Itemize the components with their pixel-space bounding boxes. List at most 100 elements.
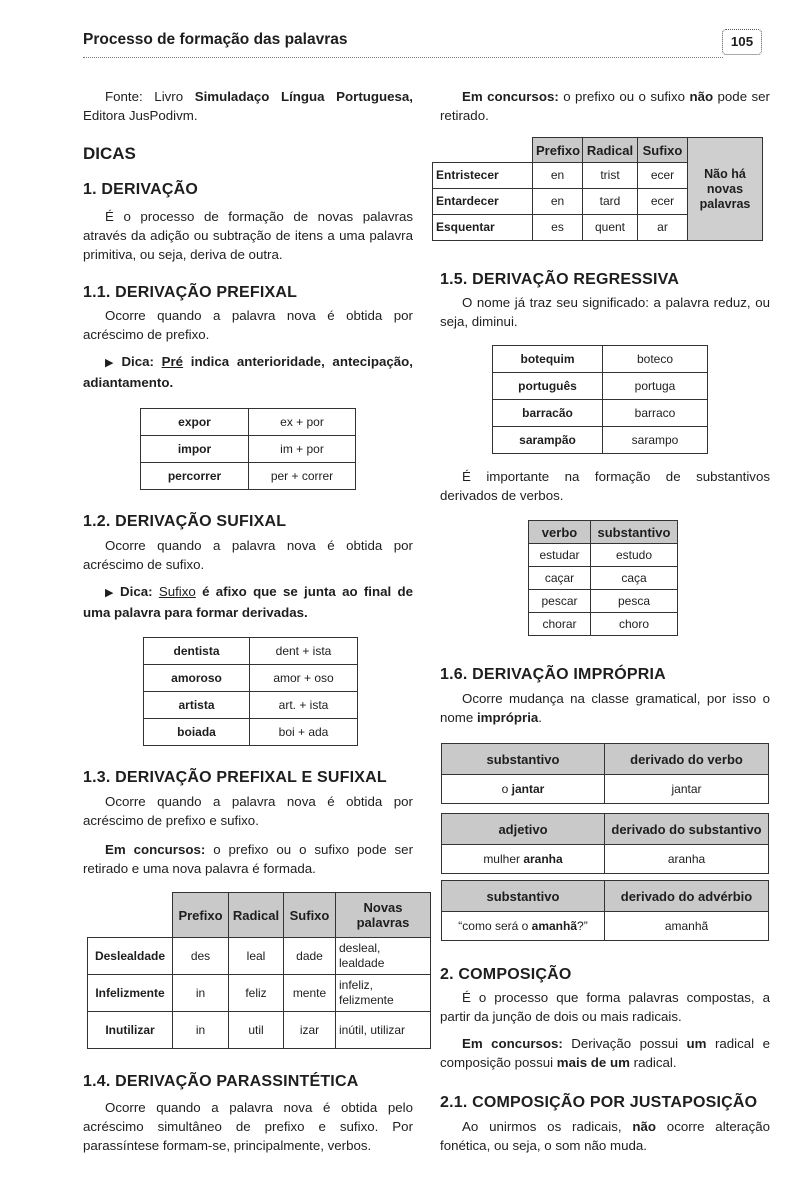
- table-cell: izar: [283, 1011, 336, 1049]
- table-cell: trist: [582, 162, 638, 189]
- text: é afixo que se junta ao final de uma pal…: [83, 584, 413, 620]
- table-cell: Infelizmente: [87, 974, 173, 1012]
- table-cell: mulher aranha: [441, 844, 605, 874]
- table-row: Deslealdade des leal dade desleal, lealdade: [87, 937, 431, 975]
- heading: DICAS: [83, 144, 136, 163]
- text: Em concursos:: [105, 842, 206, 857]
- paragraph: É o processo que forma palavras composta…: [440, 990, 770, 1024]
- table-cell: amoroso: [143, 664, 250, 692]
- table-cell: boteco: [602, 345, 708, 373]
- table-cell: “como será o amanhã?”: [441, 911, 605, 941]
- text: ocorre alteração fonética, ou seja, o so…: [440, 1119, 771, 1153]
- table-row: botequim boteco: [492, 345, 708, 373]
- table-cell: util: [228, 1011, 284, 1049]
- table-row: expor ex + por: [140, 408, 356, 436]
- heading: 1.1. DERIVAÇÃO PREFIXAL: [83, 284, 298, 301]
- table-cell: barraco: [602, 399, 708, 427]
- table-cell: estudo: [590, 543, 678, 567]
- table-cell: verbo: [528, 520, 591, 544]
- table-cell: dent + ista: [249, 637, 358, 665]
- table-cell: Sufixo: [637, 137, 688, 163]
- table-cell: feliz: [228, 974, 284, 1012]
- text: Ao unirmos os radicais,: [462, 1119, 633, 1134]
- table-cell: boiada: [143, 718, 250, 746]
- table-row: pescar pesca: [528, 589, 678, 613]
- heading: 2.1. COMPOSIÇÃO POR JUSTAPOSIÇÃO: [440, 1094, 758, 1111]
- table-cell: in: [172, 974, 229, 1012]
- header-row: substantivo derivado do advérbio: [441, 880, 769, 912]
- table: expor ex + por impor im + por percorrer per +…: [140, 408, 356, 490]
- paragraph: Ao unirmos os radicais, não ocorre alter…: [440, 1117, 770, 1155]
- table-cell: caça: [590, 566, 678, 590]
- page-number: 105: [722, 29, 762, 55]
- table-cell: chorar: [528, 612, 591, 636]
- text: mais de um: [556, 1055, 630, 1070]
- table-cell: percorrer: [140, 462, 249, 490]
- table-row: sarampão sarampo: [492, 426, 708, 454]
- text: o prefixo ou o sufixo: [558, 89, 690, 104]
- table-cell: in: [172, 1011, 229, 1049]
- text: ?”: [577, 918, 588, 933]
- text: Editora JusPodivm.: [83, 108, 198, 123]
- table-cell: derivado do advérbio: [604, 880, 769, 912]
- table-cell: Não há novas palavras: [687, 137, 763, 241]
- text: pode ser retirado.: [440, 89, 770, 123]
- table-cell: choro: [590, 612, 678, 636]
- text: aranha: [523, 851, 563, 866]
- table-row: estudar estudo: [528, 543, 678, 567]
- table-cell: adjetivo: [441, 813, 605, 845]
- paragraph: Ocorre quando a palavra nova é obtida po…: [83, 794, 413, 828]
- table-cell: sarampo: [602, 426, 708, 454]
- table-cell: ecer: [637, 188, 688, 215]
- table-cell: Radical: [582, 137, 638, 163]
- table-cell: pescar: [528, 589, 591, 613]
- paragraph: Ocorre mudança na classe gramatical, por…: [440, 689, 770, 727]
- table-cell: leal: [228, 937, 284, 975]
- table-row: impor im + por: [140, 435, 356, 463]
- text: jantar: [511, 781, 545, 796]
- table-row: amoroso amor + oso: [143, 664, 358, 692]
- paragraph: Ocorre quando a palavra nova é obtida po…: [83, 538, 413, 572]
- table-cell: Deslealdade: [87, 937, 173, 975]
- table-cell: es: [532, 214, 583, 241]
- table-cell: mente: [283, 974, 336, 1012]
- table-cell: des: [172, 937, 229, 975]
- table: Prefixo Radical Sufixo Não há novas palavra…: [432, 137, 763, 241]
- text: radical e composição possui: [440, 1036, 770, 1070]
- text: Ocorre mudança na classe gramatical, por…: [440, 691, 770, 725]
- table-row: Entristecer en trist ecer: [432, 162, 763, 189]
- table-cell: Inutilizar: [87, 1011, 173, 1049]
- source: Fonte: Livro Simuladaço Língua Portugues…: [83, 87, 413, 125]
- text: não: [632, 1119, 656, 1134]
- table-cell: Esquentar: [432, 214, 533, 241]
- table: Prefixo Radical Sufixo Novas palavras Deslea…: [87, 892, 431, 1049]
- header-row: Prefixo Radical Sufixo Novas palavras: [88, 892, 431, 938]
- table-cell: amanhã: [604, 911, 769, 941]
- table-cell: derivado do substantivo: [604, 813, 769, 845]
- heading: 1.2. DERIVAÇÃO SUFIXAL: [83, 513, 287, 530]
- paragraph: Em concursos: o prefixo ou o sufixo não …: [440, 87, 770, 125]
- text: indica anterioridade, antecipação, adian…: [83, 354, 413, 390]
- header-rule: [83, 57, 723, 58]
- table-row: português portuga: [492, 372, 708, 400]
- header-row: adjetivo derivado do substantivo: [441, 813, 769, 845]
- text: Em concursos:: [462, 1036, 563, 1051]
- table-cell: aranha: [604, 844, 769, 874]
- table-row: mulher aranha aranha: [441, 844, 769, 874]
- tip: ▶ Dica: Sufixo é afixo que se junta ao fi…: [83, 582, 413, 622]
- table-row: Infelizmente in feliz mente infeliz, felizme…: [87, 974, 431, 1012]
- table-cell: Prefixo: [172, 892, 229, 938]
- table-row: Entardecer en tard ecer: [432, 188, 763, 215]
- table-cell: im + por: [248, 435, 356, 463]
- text: mulher: [483, 851, 524, 866]
- table: dentista dent + ista amoroso amor + oso arti…: [143, 637, 358, 746]
- table-cell: Radical: [228, 892, 284, 938]
- table-cell: sarampão: [492, 426, 603, 454]
- table-cell: amor + oso: [249, 664, 358, 692]
- table-row: chorar choro: [528, 612, 678, 636]
- text: Sufixo: [158, 584, 196, 599]
- text: o: [501, 781, 512, 796]
- heading: 1.4. DERIVAÇÃO PARASSINTÉTICA: [83, 1073, 359, 1090]
- table-cell: derivado do verbo: [604, 743, 769, 775]
- text: radical.: [629, 1055, 677, 1070]
